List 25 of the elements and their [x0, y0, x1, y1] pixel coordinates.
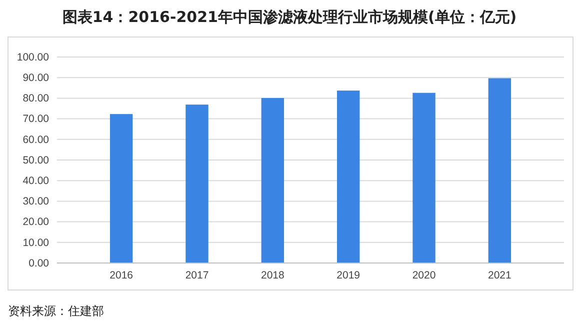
- y-tick-label: 80.00: [22, 92, 50, 105]
- y-tick-label: 60.00: [22, 134, 50, 146]
- bar: [488, 78, 512, 263]
- chart-title: 图表14：2016-2021年中国渗滤液处理行业市场规模(单位：亿元): [62, 8, 517, 26]
- bar: [186, 104, 208, 263]
- y-tick-label: 10.00: [22, 236, 50, 249]
- y-tick-label: 70.00: [22, 113, 50, 126]
- bar: [336, 90, 360, 263]
- y-tick-label: 20.00: [22, 216, 50, 228]
- y-tick-label: 0.00: [28, 257, 50, 270]
- y-tick-label: 100.00: [16, 51, 50, 64]
- y-tick-label: 50.00: [22, 154, 50, 166]
- x-tick-label: 2016: [110, 269, 134, 282]
- x-tick-label: 2019: [336, 269, 360, 282]
- bar: [110, 114, 133, 263]
- y-tick-label: 90.00: [22, 72, 50, 84]
- y-tick-label: 40.00: [22, 174, 50, 187]
- bar: [261, 98, 284, 263]
- x-tick-label: 2020: [412, 269, 436, 282]
- x-tick-label: 2017: [185, 269, 209, 282]
- y-tick-label: 30.00: [22, 196, 50, 208]
- bar: [412, 92, 436, 263]
- text: 资料来源：住建部: [8, 304, 104, 318]
- x-tick-label: 2021: [488, 269, 512, 282]
- x-tick-label: 2018: [260, 269, 285, 282]
